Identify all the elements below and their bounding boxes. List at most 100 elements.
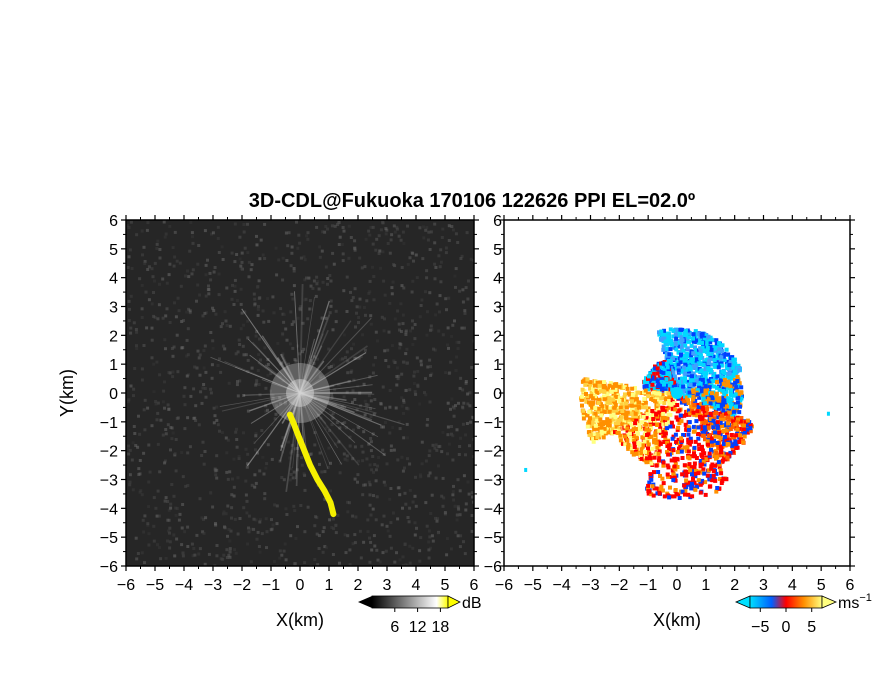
velocity-pixel (669, 475, 674, 479)
noise-speck (263, 257, 267, 260)
noise-speck (330, 526, 334, 529)
velocity-pixel (665, 371, 670, 376)
noise-speck (300, 463, 304, 467)
velocity-pixel (688, 468, 693, 473)
x-tick-label: 0 (673, 577, 682, 594)
velocity-pixel (733, 422, 738, 427)
velocity-pixel (594, 396, 598, 401)
noise-speck (177, 309, 181, 313)
noise-speck (242, 394, 246, 397)
noise-speck (174, 513, 178, 517)
velocity-pixel (605, 400, 610, 405)
noise-speck (238, 343, 242, 346)
noise-speck (317, 547, 321, 550)
velocity-pixel (675, 417, 680, 422)
velocity-pixel (677, 421, 682, 425)
velocity-pixel (649, 492, 654, 497)
velocity-pixel (702, 430, 707, 435)
velocity-pixel (633, 403, 638, 408)
noise-speck (330, 395, 334, 399)
velocity-pixel (676, 362, 681, 367)
noise-speck (388, 405, 392, 409)
velocity-pixel (657, 456, 662, 461)
velocity-pixel (717, 486, 722, 491)
noise-speck (363, 348, 367, 352)
velocity-pixel (648, 456, 653, 461)
noise-speck (250, 263, 254, 267)
noise-speck (183, 427, 187, 431)
noise-speck (154, 400, 158, 403)
noise-speck (245, 465, 249, 469)
velocity-pixel (727, 363, 732, 368)
noise-speck (152, 390, 156, 394)
velocity-pixel (699, 452, 704, 457)
reflectivity-beam (299, 385, 335, 394)
velocity-pixel (735, 408, 740, 413)
noise-speck (183, 403, 187, 407)
velocity-pixel (711, 374, 716, 379)
velocity-pixel (715, 404, 720, 409)
velocity-pixel (705, 473, 710, 478)
velocity-pixel (640, 420, 645, 425)
velocity-pixel (745, 430, 750, 435)
noise-speck (464, 433, 468, 437)
velocity-pixel (712, 416, 717, 421)
noise-speck (310, 307, 314, 311)
noise-speck (264, 466, 268, 470)
noise-speck (143, 398, 147, 402)
noise-speck (347, 501, 351, 505)
noise-speck (342, 229, 346, 233)
velocity-pixel (689, 404, 694, 409)
velocity-pixel (658, 400, 663, 405)
velocity-pixel (696, 442, 701, 447)
noise-speck (191, 554, 195, 558)
noise-speck (258, 469, 262, 473)
noise-speck (218, 429, 221, 433)
velocity-pixel (687, 442, 692, 447)
velocity-pixel (648, 472, 653, 477)
velocity-pixel (717, 374, 722, 379)
noise-speck (284, 400, 287, 404)
velocity-pixel (716, 415, 721, 420)
noise-speck (373, 544, 377, 548)
noise-speck (165, 281, 169, 285)
velocity-pixel (610, 427, 615, 432)
reflectivity-beam (253, 392, 301, 444)
noise-speck (329, 461, 332, 465)
noise-speck (227, 553, 231, 557)
noise-speck (252, 292, 256, 296)
noise-speck (341, 252, 345, 256)
velocity-pixel (701, 433, 706, 438)
x-tick-label: −5 (146, 577, 164, 594)
noise-speck (202, 366, 206, 370)
velocity-pixel (657, 330, 661, 335)
noise-speck (284, 327, 288, 331)
noise-speck (183, 386, 187, 390)
velocity-pixel (681, 365, 686, 370)
velocity-pixel (617, 384, 622, 389)
velocity-pixel (694, 352, 699, 356)
velocity-pixel (692, 465, 697, 470)
velocity-pixel (729, 397, 734, 402)
noise-speck (192, 547, 196, 550)
noise-speck (161, 316, 165, 320)
velocity-pixel (615, 430, 620, 435)
noise-speck (204, 395, 208, 399)
noise-speck (136, 552, 140, 555)
velocity-pixel (737, 381, 742, 386)
noise-speck (429, 365, 432, 369)
velocity-pixel (660, 392, 665, 397)
noise-speck (198, 373, 202, 377)
velocity-pixel (605, 388, 610, 393)
reflectivity-beam (299, 392, 339, 449)
velocity-x-axis-title: X(km) (653, 610, 701, 630)
noise-speck (381, 250, 385, 254)
noise-speck (371, 432, 375, 436)
noise-speck (398, 493, 402, 497)
y-tick-label: 2 (493, 328, 502, 345)
noise-speck (173, 230, 177, 234)
velocity-pixel (715, 374, 720, 379)
noise-speck (205, 311, 209, 315)
noise-speck (308, 299, 312, 303)
velocity-pixel (699, 368, 704, 373)
